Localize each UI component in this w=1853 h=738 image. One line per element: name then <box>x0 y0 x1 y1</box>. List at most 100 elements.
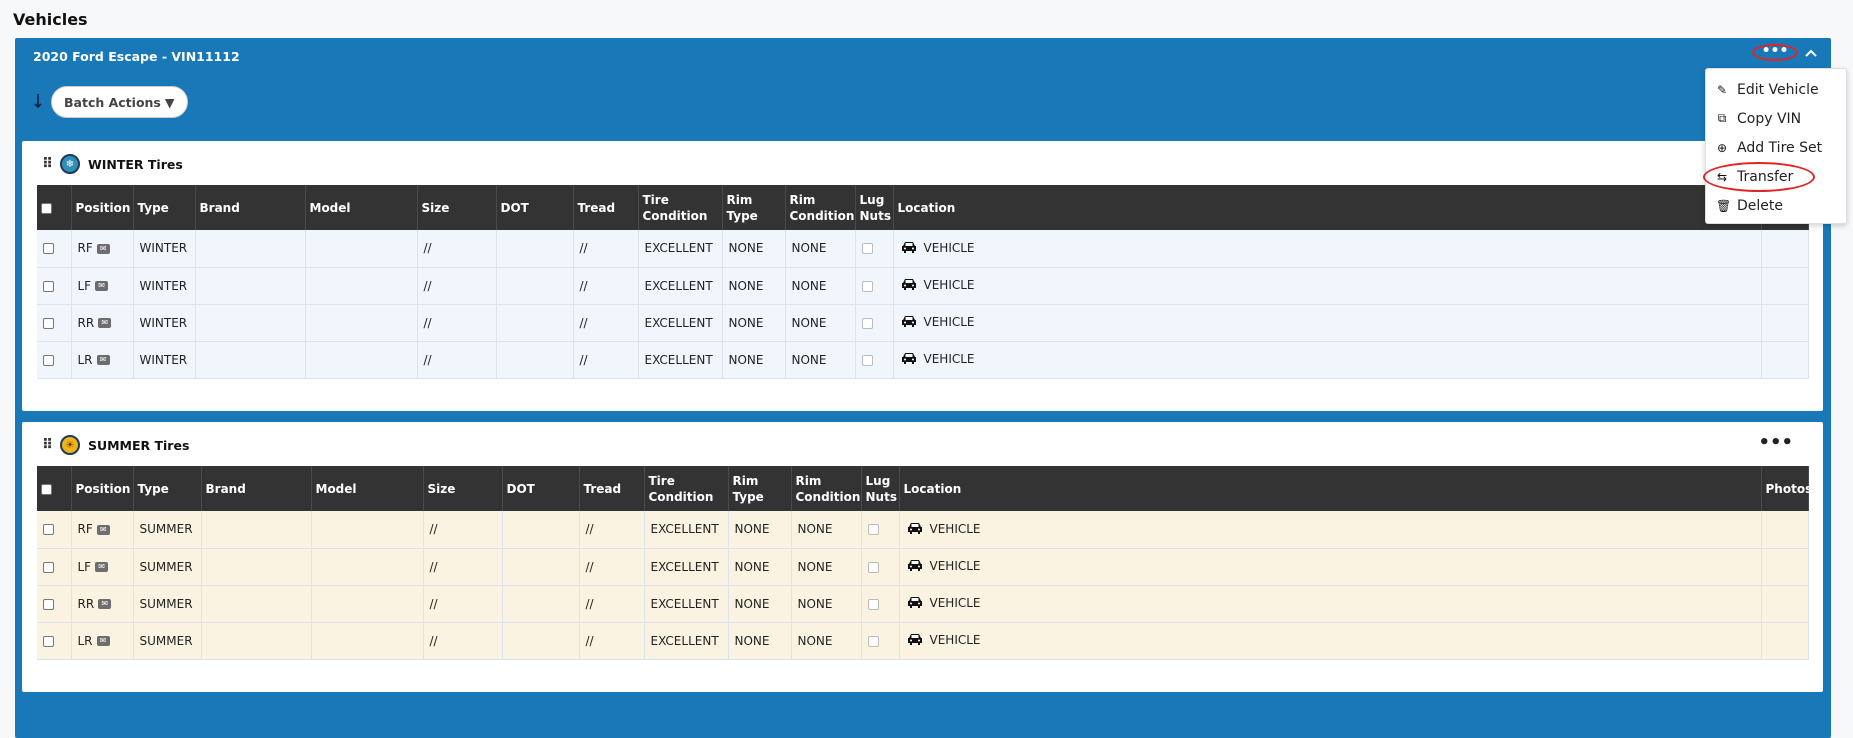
car-icon <box>900 240 918 257</box>
type-cell: SUMMER <box>133 622 202 660</box>
menu-item-edit-vehicle[interactable]: ✎ Edit Vehicle <box>1706 75 1846 104</box>
tire-condition-cell: EXCELLENT <box>638 267 723 305</box>
lug-nuts-checkbox[interactable] <box>867 598 879 610</box>
column-header[interactable]: DOT <box>502 466 580 511</box>
select-all-checkbox[interactable] <box>41 483 52 495</box>
column-header[interactable]: Rim Condition <box>785 185 856 230</box>
lug-nuts-checkbox[interactable] <box>867 524 879 536</box>
row-select-cell <box>37 341 72 379</box>
sort-icon[interactable] <box>34 93 42 113</box>
column-header[interactable]: Location <box>899 466 1762 511</box>
model-cell <box>311 548 424 586</box>
model-cell <box>305 267 418 305</box>
car-icon <box>906 595 924 612</box>
note-icon[interactable]: ✉ <box>96 636 110 646</box>
column-header[interactable]: Model <box>305 185 418 230</box>
column-header[interactable]: Tire Condition <box>644 466 729 511</box>
row-select-cell <box>37 267 72 305</box>
column-header[interactable]: Lug Nuts <box>861 466 900 511</box>
table-row[interactable]: LR ✉ SUMMER////EXCELLENT NONE NONE VEHICLE <box>37 622 1809 660</box>
column-header[interactable]: Tread <box>573 185 639 230</box>
row-checkbox[interactable] <box>43 561 54 573</box>
row-checkbox[interactable] <box>43 280 54 292</box>
dot-cell <box>496 230 574 268</box>
tread-cell: // <box>579 511 645 549</box>
menu-item-transfer[interactable]: ⇆ Transfer <box>1703 162 1846 192</box>
table-row[interactable]: RR ✉ WINTER////EXCELLENT NONE NONE VEHICLE <box>37 304 1809 342</box>
column-header[interactable]: Location <box>893 185 1762 230</box>
note-icon[interactable]: ✉ <box>96 243 110 254</box>
table-row[interactable]: LF ✉ WINTER////EXCELLENT NONE NONE VEHICLE <box>37 267 1809 305</box>
rim-condition-cell: NONE <box>791 511 862 549</box>
table-row[interactable]: RF ✉ WINTER////EXCELLENT NONE NONE VEHICLE <box>37 230 1809 268</box>
lug-nuts-checkbox[interactable] <box>867 561 879 573</box>
photos-cell <box>1761 548 1809 586</box>
column-header[interactable]: Lug Nuts <box>855 185 894 230</box>
note-icon[interactable]: ✉ <box>96 524 110 535</box>
column-header[interactable]: Type <box>133 185 196 230</box>
column-header[interactable]: Position <box>71 466 134 511</box>
rim-type-cell: NONE <box>722 304 786 342</box>
lug-nuts-cell <box>861 548 900 586</box>
note-icon[interactable]: ✉ <box>98 599 112 609</box>
size-cell: // <box>417 341 497 379</box>
column-header[interactable]: Position <box>71 185 134 230</box>
chevron-up-icon[interactable] <box>1805 46 1817 60</box>
column-header[interactable]: Rim Condition <box>791 466 862 511</box>
menu-item-delete[interactable]: 🗑 Delete <box>1706 191 1846 220</box>
drag-handle-icon[interactable]: ⠿ <box>42 156 53 172</box>
position-cell: RF ✉ <box>71 511 134 549</box>
column-header[interactable]: Photos <box>1761 466 1812 511</box>
column-header[interactable]: Type <box>133 466 202 511</box>
row-checkbox[interactable] <box>43 317 54 329</box>
column-header[interactable]: Rim Type <box>728 466 792 511</box>
lug-nuts-checkbox[interactable] <box>861 317 873 329</box>
column-header[interactable]: Tread <box>579 466 645 511</box>
drag-handle-icon[interactable]: ⠿ <box>42 437 53 453</box>
lug-nuts-checkbox[interactable] <box>867 635 879 647</box>
column-header[interactable]: Brand <box>195 185 306 230</box>
table-row[interactable]: LR ✉ WINTER////EXCELLENT NONE NONE VEHICLE <box>37 341 1809 379</box>
dot-cell <box>496 267 574 305</box>
column-header[interactable]: Model <box>311 466 424 511</box>
lug-nuts-checkbox[interactable] <box>861 354 873 366</box>
column-header[interactable]: Brand <box>201 466 312 511</box>
select-all-checkbox[interactable] <box>41 202 52 214</box>
lug-nuts-checkbox[interactable] <box>861 243 873 255</box>
tire-set-card-winter: ⠿ ❄ WINTER Tires Position Type Brand Mod… <box>22 141 1823 411</box>
tread-cell: // <box>573 230 639 268</box>
table-row[interactable]: RF ✉ SUMMER////EXCELLENT NONE NONE VEHICLE <box>37 511 1809 549</box>
batch-actions-button[interactable]: Batch Actions ▼ <box>51 86 188 118</box>
rim-type-cell: NONE <box>722 230 786 268</box>
table-row[interactable]: LF ✉ SUMMER////EXCELLENT NONE NONE VEHICLE <box>37 548 1809 586</box>
rim-type-cell: NONE <box>728 585 792 623</box>
tire-condition-cell: EXCELLENT <box>644 511 729 549</box>
rim-condition-cell: NONE <box>785 304 856 342</box>
menu-item-copy-vin[interactable]: ⧉ Copy VIN <box>1706 104 1846 133</box>
lug-nuts-checkbox[interactable] <box>861 280 873 292</box>
note-icon[interactable]: ✉ <box>95 562 109 572</box>
row-checkbox[interactable] <box>43 354 54 366</box>
position-cell: LF ✉ <box>71 548 134 586</box>
column-header[interactable]: DOT <box>496 185 574 230</box>
column-header[interactable]: Size <box>423 466 503 511</box>
row-checkbox[interactable] <box>43 635 54 647</box>
note-icon[interactable]: ✉ <box>98 318 112 328</box>
vehicle-more-button[interactable]: ••• <box>1752 44 1798 61</box>
brand-cell <box>201 622 312 660</box>
note-icon[interactable]: ✉ <box>95 281 109 291</box>
menu-item-add-tire-set[interactable]: ⊕ Add Tire Set <box>1706 133 1846 162</box>
column-header[interactable]: Tire Condition <box>638 185 723 230</box>
column-header[interactable]: Size <box>417 185 497 230</box>
row-checkbox[interactable] <box>43 598 54 610</box>
note-icon[interactable]: ✉ <box>96 355 110 365</box>
position-cell: RR ✉ <box>71 585 134 623</box>
sun-icon: ☀ <box>59 435 80 455</box>
row-select-cell <box>37 511 72 549</box>
column-header[interactable]: Rim Type <box>722 185 786 230</box>
table-row[interactable]: RR ✉ SUMMER////EXCELLENT NONE NONE VEHICLE <box>37 585 1809 623</box>
tread-cell: // <box>573 267 639 305</box>
tire-set-more-button[interactable]: ••• <box>1758 432 1793 453</box>
row-checkbox[interactable] <box>43 243 54 255</box>
row-checkbox[interactable] <box>43 524 54 536</box>
